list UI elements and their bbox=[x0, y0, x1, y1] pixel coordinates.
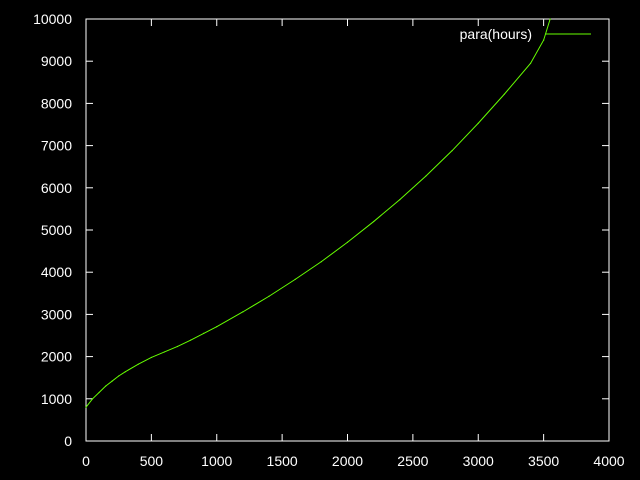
legend-label: para(hours) bbox=[460, 26, 532, 42]
data-point bbox=[111, 380, 113, 382]
data-point bbox=[425, 175, 427, 177]
x-tick-label: 2500 bbox=[397, 453, 428, 469]
plot-frame bbox=[85, 18, 610, 442]
data-point bbox=[294, 278, 296, 280]
data-point bbox=[176, 345, 179, 348]
x-tick-label: 3000 bbox=[463, 453, 494, 469]
data-point bbox=[98, 391, 100, 394]
data-point bbox=[216, 326, 218, 328]
x-tick-label: 1500 bbox=[267, 453, 298, 469]
data-point bbox=[543, 39, 545, 41]
data-point bbox=[320, 261, 322, 263]
x-axis-tick-labels: 0 500 1000 1500 2000 2500 3000 3500 4000 bbox=[82, 453, 625, 469]
y-tick-label: 3000 bbox=[41, 306, 72, 322]
data-point bbox=[503, 93, 505, 95]
x-tick-label: 0 bbox=[82, 453, 90, 469]
x-tick-label: 3500 bbox=[528, 453, 559, 469]
y-tick-label: 8000 bbox=[41, 95, 72, 111]
x-tick-label: 500 bbox=[140, 453, 164, 469]
y-tick-label: 0 bbox=[64, 433, 72, 449]
data-point bbox=[373, 220, 375, 223]
data-point bbox=[549, 18, 551, 20]
x-tick-label: 1000 bbox=[201, 453, 232, 469]
y-axis-tick-labels: 0 1000 2000 3000 4000 5000 6000 7000 8000 9000 100… bbox=[33, 11, 72, 449]
data-point bbox=[477, 122, 479, 124]
data-point bbox=[242, 311, 244, 313]
y-tick-label: 6000 bbox=[41, 180, 72, 196]
x-tick-label: 2000 bbox=[332, 453, 363, 469]
data-point bbox=[85, 406, 87, 408]
legend: para(hours) bbox=[460, 26, 591, 42]
data-point bbox=[137, 363, 139, 365]
data-point bbox=[163, 351, 166, 353]
x-tick-label: 4000 bbox=[593, 453, 624, 469]
data-point bbox=[346, 241, 349, 243]
y-tick-label: 5000 bbox=[41, 222, 72, 238]
data-point bbox=[91, 398, 94, 400]
data-point bbox=[529, 62, 532, 64]
data-point bbox=[124, 371, 126, 373]
data-point bbox=[399, 199, 401, 201]
data-point bbox=[118, 375, 120, 377]
y-tick-label: 10000 bbox=[33, 11, 72, 27]
series-line-0 bbox=[85, 18, 551, 408]
data-point bbox=[150, 356, 152, 359]
y-tick-label: 1000 bbox=[41, 391, 72, 407]
data-point bbox=[105, 385, 107, 387]
y-tick-label: 9000 bbox=[41, 53, 72, 69]
data-point bbox=[268, 295, 270, 297]
y-tick-label: 4000 bbox=[41, 264, 72, 280]
series-layer bbox=[85, 18, 551, 408]
data-point bbox=[203, 332, 205, 334]
y-tick-label: 2000 bbox=[41, 349, 72, 365]
data-point bbox=[451, 150, 453, 152]
y-tick-label: 7000 bbox=[41, 138, 72, 154]
data-point bbox=[190, 339, 192, 341]
